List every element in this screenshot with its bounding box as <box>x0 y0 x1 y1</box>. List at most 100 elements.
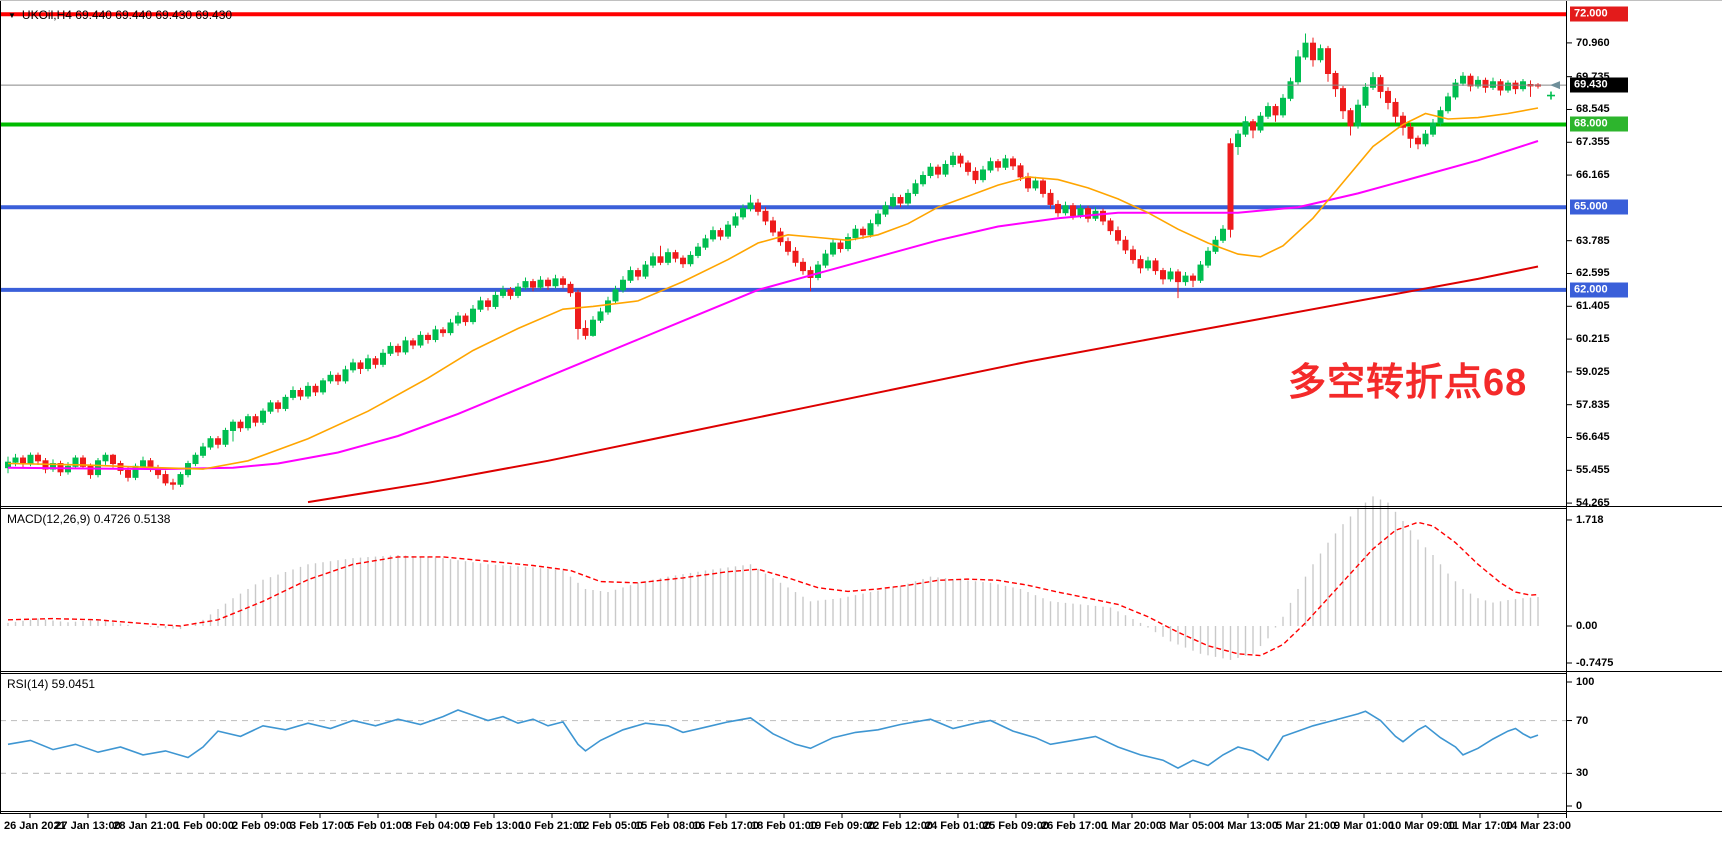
candle-body-up <box>1475 79 1481 87</box>
candle-body-down <box>297 390 304 397</box>
time-tick-label[interactable]: 14 Mar 23:00 <box>1504 820 1572 832</box>
time-tick-label[interactable]: 3 Feb 17:00 <box>290 820 350 832</box>
rsi-tick-label: 30 <box>1576 767 1589 780</box>
candle-body-up <box>140 460 146 467</box>
candle-body-down <box>20 457 26 465</box>
rsi-tick-label: 100 <box>1576 676 1595 688</box>
ma-fast-line <box>7 107 1539 470</box>
time-tick-label[interactable]: 1 Feb 00:00 <box>174 820 234 832</box>
candle-body-down <box>162 474 169 484</box>
time-tick-label[interactable]: 2 Feb 09:00 <box>232 820 292 832</box>
time-tick-label[interactable]: 25 Feb 09:00 <box>982 820 1050 832</box>
candle-body-down <box>1497 81 1504 91</box>
candle-body-up <box>1062 205 1069 214</box>
time-tick-label[interactable]: 27 Jan 13:00 <box>55 820 121 832</box>
time-tick-label[interactable]: 12 Feb 05:00 <box>576 820 644 832</box>
candle-body-down <box>560 278 566 285</box>
candle-body-up <box>1302 42 1309 58</box>
candle-body-up <box>980 169 986 181</box>
time-tick-label[interactable]: 5 Mar 21:00 <box>1276 820 1336 832</box>
candle-body-down <box>582 327 589 336</box>
candle-body-down <box>1482 79 1489 88</box>
candle-body-up <box>1145 260 1151 269</box>
time-tick-label[interactable]: 15 Feb 08:00 <box>634 820 702 832</box>
time-tick-label[interactable]: 9 Feb 13:00 <box>464 820 524 832</box>
time-tick-label[interactable]: 9 Mar 01:00 <box>1334 820 1394 832</box>
time-tick-label[interactable]: 19 Feb 09:00 <box>808 820 876 832</box>
candle-body-down <box>530 281 536 288</box>
time-tick-label[interactable]: 26 Jan 2021 <box>4 820 66 832</box>
time-tick-label[interactable]: 18 Feb 01:00 <box>750 820 818 832</box>
candle-body-down <box>215 438 221 445</box>
candle-body-down <box>1340 88 1346 112</box>
macd-tick-label: 0.00 <box>1576 620 1598 632</box>
symbol-info[interactable]: ▼ UKOil,H4 69.440 69.440 69.430 69.430 <box>8 8 232 22</box>
candle-body-down <box>80 457 86 467</box>
rsi-tick-label: 70 <box>1576 714 1589 727</box>
candle-body-up <box>1317 48 1324 61</box>
time-tick-label[interactable]: 4 Mar 13:00 <box>1218 820 1278 832</box>
candle-body-up <box>1032 180 1039 189</box>
candle-body-up <box>455 315 461 324</box>
candle-body-up <box>1287 81 1294 99</box>
candle-body-up <box>207 438 214 448</box>
candle-body-down <box>972 170 979 181</box>
candle-body-up <box>245 416 251 429</box>
candle-body-up <box>1452 82 1459 98</box>
candle-body-down <box>1070 205 1076 216</box>
candle-body-up <box>1362 86 1369 106</box>
time-tick-label[interactable]: 28 Jan 21:00 <box>113 820 179 832</box>
time-tick-label[interactable]: 5 Feb 01:00 <box>348 820 408 832</box>
candle-body-up <box>830 242 836 255</box>
candle-body-up <box>230 421 236 431</box>
price-tick-label: 67.355 <box>1576 136 1610 149</box>
candle-body-down <box>1017 165 1024 178</box>
candle-body-up <box>492 294 499 307</box>
candle-body-up <box>192 454 199 465</box>
candle-body-up <box>1242 121 1249 135</box>
candle-body-up <box>642 264 649 277</box>
time-tick-label[interactable]: 11 Mar 17:00 <box>1447 820 1513 832</box>
current-price-arrow-icon <box>1550 81 1560 90</box>
candle-body-up <box>1167 271 1174 280</box>
candle-body-down <box>1160 270 1166 280</box>
candle-body-up <box>1257 115 1264 131</box>
candle-body-up <box>687 254 694 265</box>
price-tick-label: 59.025 <box>1576 365 1610 378</box>
time-tick-label[interactable]: 10 Mar 09:00 <box>1388 820 1456 832</box>
candle-body-up <box>470 308 476 323</box>
time-tick-label[interactable]: 26 Feb 17:00 <box>1040 820 1108 832</box>
candle-body-up <box>1182 275 1189 283</box>
candle-body-up <box>432 329 439 341</box>
price-tick-label: 70.960 <box>1576 36 1610 49</box>
candle-body-up <box>1205 250 1211 266</box>
price-badge-68.000: 68.000 <box>1570 116 1628 132</box>
time-tick-label[interactable]: 10 Feb 21:00 <box>518 820 586 832</box>
candle-body-up <box>260 410 266 423</box>
candle-body-down <box>1467 75 1474 87</box>
time-tick-label[interactable]: 1 Mar 20:00 <box>1102 820 1162 832</box>
candle-body-up <box>1490 81 1496 88</box>
time-tick-label[interactable]: 16 Feb 17:00 <box>692 820 760 832</box>
price-tick-label: 63.785 <box>1576 234 1610 247</box>
candle-body-up <box>665 252 671 263</box>
chevron-down-icon[interactable]: ▼ <box>8 11 16 20</box>
candle-body-down <box>1250 121 1256 131</box>
time-tick-label[interactable]: 22 Feb 12:00 <box>866 820 934 832</box>
rsi-indicator-label: RSI(14) 59.0451 <box>7 677 96 691</box>
candle-body-up <box>320 380 326 393</box>
time-tick-label[interactable]: 24 Feb 01:00 <box>924 820 992 832</box>
candle-body-down <box>1137 259 1144 269</box>
price-tick-label: 68.545 <box>1576 103 1610 116</box>
price-tick-label: 66.165 <box>1576 169 1610 182</box>
time-tick-label[interactable]: 3 Mar 05:00 <box>1160 820 1220 832</box>
candle-body-down <box>1272 106 1279 116</box>
candle-body-up <box>477 300 484 310</box>
time-tick-label[interactable]: 8 Feb 04:00 <box>406 820 466 832</box>
candle-body-down <box>237 421 244 429</box>
candle-body-down <box>1025 176 1031 189</box>
candle-body-down <box>860 228 866 236</box>
candle-body-up <box>537 279 544 288</box>
candle-body-down <box>312 385 319 393</box>
